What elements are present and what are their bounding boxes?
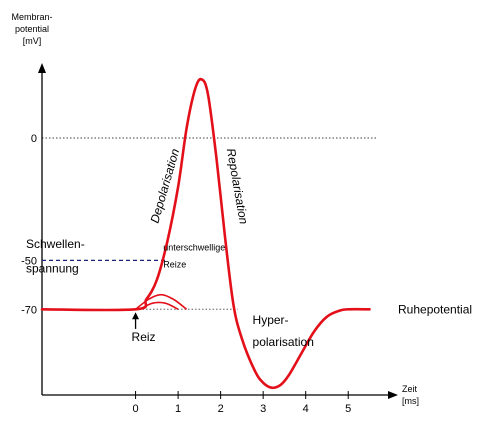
x-axis-label-line-1: Zeit — [402, 384, 418, 394]
x-axis-label-line-2: [ms] — [402, 396, 419, 406]
y-tick-label-minus-50: -50 — [21, 255, 37, 267]
resting-potential-label: Ruhepotential — [398, 302, 472, 316]
repolarisation-label: Repolarisation — [224, 147, 251, 225]
subthreshold-label-line-1: unterschwellige — [163, 243, 225, 253]
x-tick-label-0: 0 — [133, 403, 139, 415]
x-tick-label-5: 5 — [345, 403, 351, 415]
threshold-label-line-1: Schwellen- — [26, 237, 85, 251]
threshold-label-line-2: spannung — [26, 262, 79, 276]
y-axis-label-line-1: Membran- — [11, 12, 52, 22]
x-axis-arrow — [388, 391, 398, 399]
y-axis-arrow — [38, 63, 46, 73]
y-axis-label-line-3: [mV] — [23, 36, 42, 46]
hyperpolarisation-label-line-2: polarisation — [253, 335, 314, 349]
x-tick-label-2: 2 — [218, 403, 224, 415]
y-axis-label-line-2: potential — [15, 24, 49, 34]
x-ticks — [135, 391, 349, 399]
x-tick-label-3: 3 — [260, 403, 266, 415]
x-tick-label-1: 1 — [175, 403, 181, 415]
hyperpolarisation-label-line-1: Hyper- — [253, 313, 289, 327]
y-tick-label-0: 0 — [31, 133, 37, 145]
stimulus-arrow-head — [132, 312, 140, 320]
action-potential-curve — [40, 77, 371, 390]
subthreshold-label-line-2: Reize — [163, 260, 186, 270]
y-tick-label-minus-70: -70 — [21, 304, 37, 316]
x-tick-label-4: 4 — [303, 403, 309, 415]
stimulus-label: Reiz — [132, 330, 156, 344]
